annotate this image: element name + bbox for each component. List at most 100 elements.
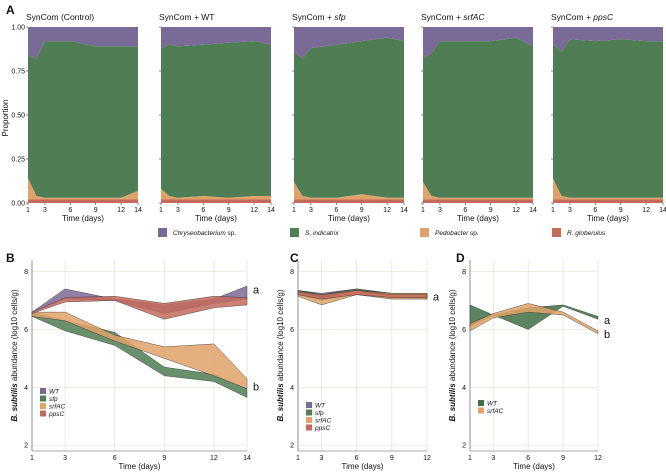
panel-label-c: C — [290, 251, 299, 265]
legend-label-suffix: sp. — [226, 230, 237, 237]
x-tick-label: 1 — [551, 207, 555, 214]
x-tick-label: 14 — [659, 207, 666, 214]
legend-swatch — [306, 424, 312, 431]
x-tick-label: 6 — [68, 207, 72, 214]
facet-2: SynCom + WT 1 3 6 9 12 14 Time (days) — [159, 12, 275, 223]
legend-swatch — [40, 410, 46, 417]
x-axis-label: Time (days) — [62, 214, 104, 223]
legend-label: S. indicatrix — [305, 230, 339, 237]
x-tick-label: 9 — [94, 207, 98, 214]
facet-title-prefix: SynCom + — [421, 12, 463, 22]
x-tick-label: 1 — [296, 455, 300, 462]
panel-b-line-chart: 2 4 6 8 1 3 6 9 12 14 Time (days) B. subtilis abund… — [10, 260, 260, 471]
facet-title-strain: WT — [201, 12, 214, 22]
legend-swatch — [158, 228, 167, 237]
legend-label: Pedobacter sp. — [435, 230, 479, 237]
x-tick-label: 1 — [30, 455, 34, 462]
y-axis-label-species: B. subtilis — [448, 383, 457, 422]
panel-label-b: B — [6, 251, 15, 265]
legend-label: sfp — [49, 396, 58, 403]
y-axis-label-rest: abundance (log10 cells/g) — [276, 289, 285, 383]
panel-c-line-chart: 2 4 6 8 1 3 6 9 12 Time (days) B. subtilis abundan… — [276, 260, 440, 471]
ribbon-sfp — [31, 311, 248, 398]
y-axis-label-rest: abundance (log10 cells/g) — [448, 289, 457, 383]
legend-label: srfAC — [315, 418, 332, 425]
legend-swatch — [40, 395, 46, 402]
x-tick-label: 1 — [292, 207, 296, 214]
x-axis-label: Time (days) — [513, 462, 555, 471]
x-tick-label: 6 — [526, 455, 530, 462]
area-r-globerulus — [28, 199, 138, 203]
area-s-indicatrix — [553, 39, 663, 198]
legend-swatch — [552, 228, 561, 237]
x-tick-label: 9 — [390, 455, 394, 462]
facet-title-strain: sfp — [334, 12, 346, 22]
x-axis-label: Time (days) — [587, 214, 629, 223]
significance-letter: b — [253, 381, 259, 393]
area-s-indicatrix — [294, 37, 404, 198]
x-tick-label: 9 — [360, 207, 364, 214]
area-pedobacter-sp- — [294, 181, 404, 200]
significance-letter: a — [253, 284, 260, 296]
area-chryseobacterium-sp- — [423, 27, 533, 59]
y-tick-label: 4 — [462, 385, 466, 392]
x-tick-label: 3 — [438, 207, 442, 214]
facet-title: SynCom + WT — [159, 12, 215, 22]
x-tick-label: 3 — [568, 207, 572, 214]
x-tick-label: 12 — [383, 207, 391, 214]
y-tick-label: 8 — [462, 269, 466, 276]
ribbon-ppsc — [297, 290, 428, 300]
y-tick-label: 0.00 — [11, 201, 25, 208]
facet-5: SynCom + ppsC 1 3 6 9 12 14 Time (days) — [551, 12, 666, 223]
facet-title-prefix: SynCom — [26, 12, 61, 22]
area-pedobacter-sp- — [161, 188, 271, 200]
y-axis-label: B. subtilis abundance (log10 cells/g) — [276, 289, 285, 421]
area-s-indicatrix — [28, 41, 138, 198]
legend-label: WT — [49, 389, 60, 396]
legend-swatch — [420, 228, 429, 237]
x-axis-label: Time (days) — [342, 462, 384, 471]
y-tick-label: 8 — [24, 269, 28, 276]
legend-swatch — [40, 388, 46, 394]
area-r-globerulus — [423, 199, 533, 203]
x-tick-label: 6 — [201, 207, 205, 214]
y-tick-label: 4 — [24, 385, 28, 392]
y-axis-label-rest: abundance (log10 cells/g) — [10, 289, 19, 383]
x-tick-label: 14 — [400, 207, 408, 214]
area-pedobacter-sp- — [423, 181, 533, 200]
x-tick-label: 6 — [593, 207, 597, 214]
legend-label-suffix: sp. — [468, 230, 479, 237]
x-tick-label: 1 — [468, 455, 472, 462]
x-tick-label: 3 — [43, 207, 47, 214]
facet-title: SynCom + ppsC — [551, 12, 614, 22]
x-tick-label: 6 — [334, 207, 338, 214]
legend-swatch — [306, 409, 312, 416]
facet-title-prefix: SynCom + — [551, 12, 593, 22]
facet-title-strain: srfAC — [463, 12, 485, 22]
x-tick-label: 12 — [210, 455, 218, 462]
area-r-globerulus — [553, 199, 663, 203]
x-tick-label: 3 — [491, 455, 495, 462]
x-tick-label: 9 — [561, 455, 565, 462]
area-s-indicatrix — [161, 41, 271, 198]
x-tick-label: 12 — [250, 207, 258, 214]
x-tick-label: 12 — [117, 207, 125, 214]
ribbon-ppsc — [31, 295, 248, 320]
x-axis-label: Time (days) — [457, 214, 499, 223]
legend-label: ppsC — [48, 411, 64, 418]
x-tick-label: 3 — [63, 455, 67, 462]
facet-3: SynCom + sfp 1 3 6 9 12 14 Time (days) — [292, 12, 408, 223]
y-tick-label: 8 — [290, 269, 294, 276]
panel-d-line-chart: 2 4 6 8 1 3 6 9 12 Time (days) B. subtilis abundan… — [448, 260, 611, 471]
area-r-globerulus — [161, 199, 271, 203]
legend-label-name: R. globerulus — [567, 230, 606, 237]
y-tick-label: 0.25 — [11, 157, 25, 164]
area-chryseobacterium-sp- — [294, 27, 404, 59]
facet-4: SynCom + srfAC 1 3 6 9 12 14 Time (days) — [421, 12, 537, 223]
significance-letter: a — [433, 292, 440, 304]
x-tick-label: 12 — [642, 207, 650, 214]
legend-label-name: S. indicatrix — [305, 230, 339, 237]
facet-title: SynCom (Control) — [26, 12, 94, 22]
legend-label-name: Pedobacter — [435, 230, 469, 237]
